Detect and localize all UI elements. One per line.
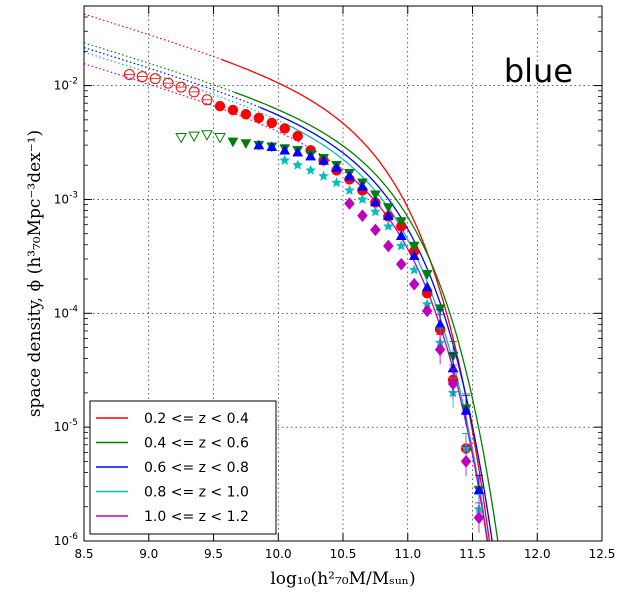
data-point	[318, 170, 329, 181]
data-point	[473, 511, 485, 525]
fit-curve	[285, 123, 489, 541]
data-point	[382, 220, 394, 231]
legend-entry-label: 0.8 <= z < 1.0	[144, 485, 249, 501]
data-point	[305, 164, 317, 175]
x-tick-label: 8.5	[74, 547, 93, 561]
y-tick-label: 10-6	[54, 532, 79, 548]
data-point	[421, 270, 433, 280]
data-point	[188, 131, 200, 143]
data-point	[292, 159, 304, 170]
x-tick-label: 12.0	[524, 547, 551, 561]
data-point	[279, 123, 290, 134]
data-point	[214, 100, 226, 112]
data-point	[370, 223, 381, 237]
data-point	[369, 206, 381, 217]
fit-curve-extrapolated	[84, 42, 235, 93]
data-point	[395, 230, 407, 240]
fit-curve	[234, 91, 499, 541]
y-axis-label: space density, ϕ (h³₇₀Mpc⁻³dex⁻¹)	[25, 130, 45, 417]
data-point	[292, 130, 303, 142]
data-point	[395, 217, 407, 228]
fit-curve	[221, 58, 491, 541]
x-tick-label: 10.0	[265, 547, 292, 561]
data-point	[175, 132, 187, 144]
fit-curve-extrapolated	[84, 13, 222, 60]
data-point	[421, 281, 433, 292]
data-point	[395, 240, 407, 251]
data-point	[227, 104, 239, 116]
x-axis-label: log₁₀(h²₇₀M/Mₛᵤₙ)	[270, 569, 415, 589]
y-tick-label: 10-5	[54, 418, 78, 434]
x-tick-label: 11.0	[394, 547, 421, 561]
data-point	[382, 239, 394, 253]
data-point	[434, 318, 446, 329]
fit-curve	[259, 106, 493, 541]
data-point	[408, 277, 420, 291]
fit-curve-extrapolated	[84, 47, 261, 108]
data-point	[318, 154, 329, 165]
data-point	[408, 264, 420, 275]
data-point	[305, 150, 317, 161]
x-tick-label: 9.0	[139, 547, 158, 561]
data-point	[344, 170, 355, 181]
data-point	[434, 343, 446, 356]
x-tick-label: 12.5	[589, 547, 616, 561]
legend: 0.2 <= z < 0.4 0.4 <= z < 0.6 0.6 <= z < 0…	[89, 400, 277, 535]
data-point	[227, 137, 239, 148]
legend-entry-label: 1.0 <= z < 1.2	[144, 509, 249, 525]
data-point	[382, 210, 394, 220]
y-tick-label: 10-2	[54, 77, 78, 93]
y-tick-label: 10-3	[54, 190, 78, 206]
x-tick-label: 11.5	[459, 547, 486, 561]
data-point	[460, 455, 472, 468]
data-point	[395, 257, 407, 271]
data-point	[408, 241, 420, 252]
data-point	[369, 196, 381, 207]
data-point	[201, 130, 213, 141]
data-point	[408, 250, 420, 261]
data-point	[382, 203, 394, 213]
data-point	[253, 112, 265, 124]
data-point	[369, 190, 381, 201]
legend-entry-label: 0.6 <= z < 0.8	[144, 460, 249, 476]
data-point	[357, 209, 368, 223]
legend-entry-label: 0.4 <= z < 0.6	[144, 436, 249, 452]
data-point	[214, 132, 226, 144]
data-point	[266, 141, 278, 152]
panel-label: blue	[504, 52, 573, 90]
data-point	[331, 162, 342, 172]
data-point	[460, 404, 472, 415]
x-tick-label: 9.5	[204, 547, 223, 561]
data-point	[331, 177, 342, 188]
data-point	[357, 193, 368, 205]
legend-entry-label: 0.2 <= z < 0.4	[144, 411, 249, 427]
x-tick-label: 10.5	[330, 547, 357, 561]
data-point	[253, 139, 265, 150]
data-point	[447, 377, 459, 391]
y-tick-label: 10-4	[54, 304, 79, 320]
data-point	[421, 304, 433, 318]
data-point	[266, 117, 278, 129]
fit-curve-extrapolated	[84, 51, 287, 125]
data-point	[240, 109, 252, 120]
data-point	[344, 197, 355, 210]
data-point	[434, 304, 446, 315]
data-point	[344, 184, 355, 196]
data-point	[357, 180, 368, 191]
axis-ticks: 8.5 9.0 9.5 10.0 10.5 11.0 11.5 12.0 12.5 10-6 10-…	[54, 6, 616, 561]
data-point	[292, 146, 304, 157]
data-point	[279, 154, 291, 166]
data-point	[279, 144, 291, 155]
data-points	[123, 69, 485, 533]
data-point	[240, 139, 252, 150]
